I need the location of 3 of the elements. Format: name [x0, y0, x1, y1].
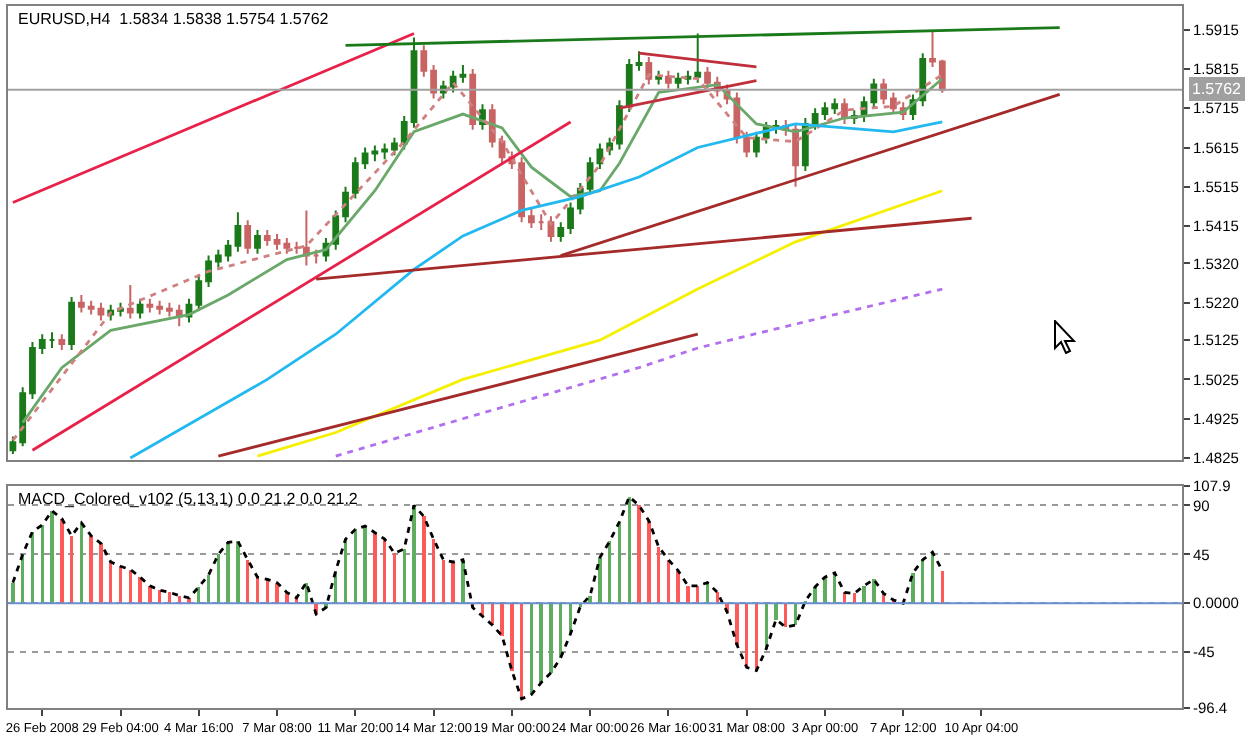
ref-line-label: 1.5762	[1192, 80, 1243, 98]
chart-title: EURUSD,H4 1.5834 1.5838 1.5754 1.5762	[18, 10, 330, 28]
chart-title: MACD_Colored_v102 (5,13,1) 0.0 21.2 0.0 21.2	[18, 490, 359, 508]
